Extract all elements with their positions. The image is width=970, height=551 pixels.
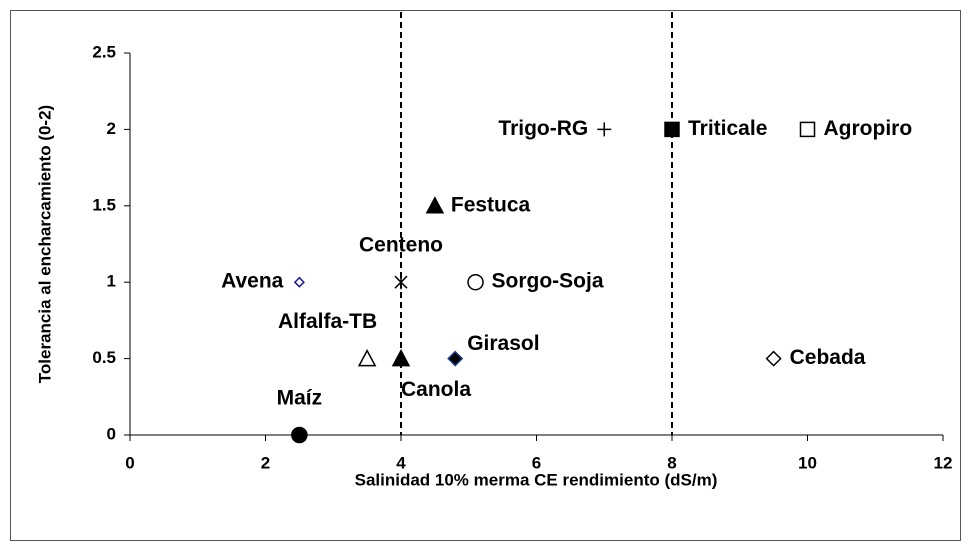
point — [467, 273, 484, 291]
point — [394, 275, 408, 290]
point — [664, 121, 680, 138]
y-tick-label: 0.5 — [92, 348, 116, 367]
point-label: Sorgo-Soja — [492, 270, 604, 293]
y-tick-label: 1.5 — [92, 195, 116, 214]
x-tick-label: 8 — [667, 453, 676, 472]
point — [425, 196, 445, 214]
point-label: Triticale — [688, 117, 767, 140]
point — [597, 122, 612, 137]
point-label: Canola — [401, 378, 471, 401]
chart-border — [10, 10, 961, 541]
point-label: Alfalfa-TB — [278, 310, 377, 333]
point — [799, 121, 816, 138]
x-tick-label: 12 — [934, 453, 953, 472]
point-label: Agropiro — [824, 117, 913, 140]
point-label: Girasol — [467, 332, 539, 355]
point-label: Avena — [221, 270, 284, 293]
x-tick-label: 4 — [396, 453, 406, 472]
y-tick-label: 2 — [107, 119, 116, 138]
y-tick-label: 1 — [107, 272, 116, 291]
point-label: Maíz — [277, 387, 323, 410]
x-tick-label: 0 — [125, 453, 134, 472]
y-axis-title: Tolerancia al encharcamiento (0-2) — [35, 105, 54, 383]
x-tick-label: 2 — [261, 453, 270, 472]
point-label: Centeno — [359, 234, 443, 257]
x-axis-title: Salinidad 10% merma CE rendimiento (dS/m… — [355, 470, 718, 489]
point — [391, 349, 411, 367]
point — [291, 426, 308, 444]
point — [447, 350, 464, 367]
point-label: Festuca — [451, 193, 531, 216]
x-tick-label: 10 — [798, 453, 817, 472]
point — [357, 349, 377, 367]
x-tick-label: 6 — [532, 453, 541, 472]
point-label: Trigo-RG — [498, 117, 588, 140]
point — [765, 350, 782, 367]
y-tick-label: 0 — [107, 424, 116, 443]
point-label: Cebada — [790, 346, 866, 369]
y-tick-label: 2.5 — [92, 42, 116, 61]
point — [293, 276, 305, 288]
